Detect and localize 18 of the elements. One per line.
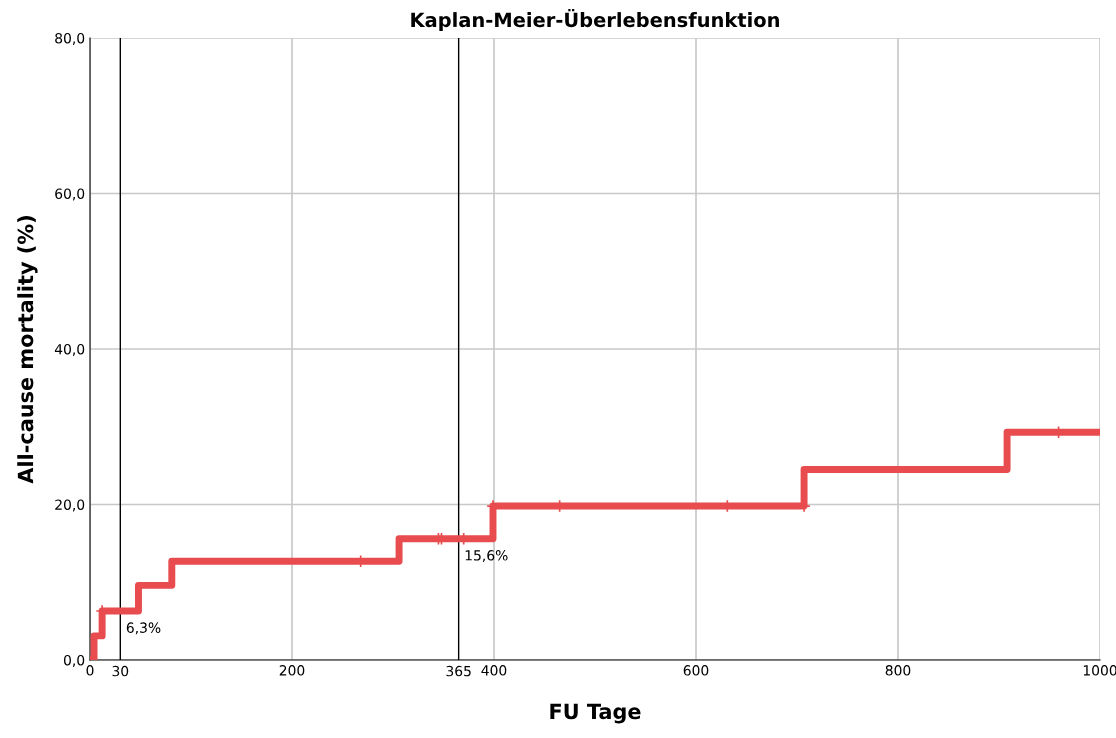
- ref-line-label: 365: [446, 665, 471, 677]
- x-tick-label: 800: [885, 665, 911, 676]
- x-tick-label: 400: [481, 665, 507, 676]
- y-tick-label: 80,0: [55, 32, 85, 45]
- x-tick-label: 0: [86, 665, 94, 676]
- x-tick-label: 200: [279, 665, 305, 676]
- x-tick-label: 1000: [1083, 665, 1116, 676]
- y-tick-label: 40,0: [54, 343, 85, 356]
- y-axis-title: All-cause mortality (%): [17, 216, 38, 484]
- y-tick-label: 0,0: [63, 654, 85, 667]
- ref-line-label: 30: [112, 665, 129, 677]
- y-tick-label: 20,0: [55, 499, 85, 512]
- chart-title: Kaplan-Meier-Überlebensfunktion: [411, 8, 779, 31]
- y-tick-label: 60,0: [55, 188, 85, 201]
- annotation: 6,3%: [126, 622, 161, 635]
- annotation: 15,6%: [465, 550, 508, 562]
- x-tick-label: 600: [683, 665, 709, 676]
- x-axis-title: FU Tage: [550, 703, 641, 724]
